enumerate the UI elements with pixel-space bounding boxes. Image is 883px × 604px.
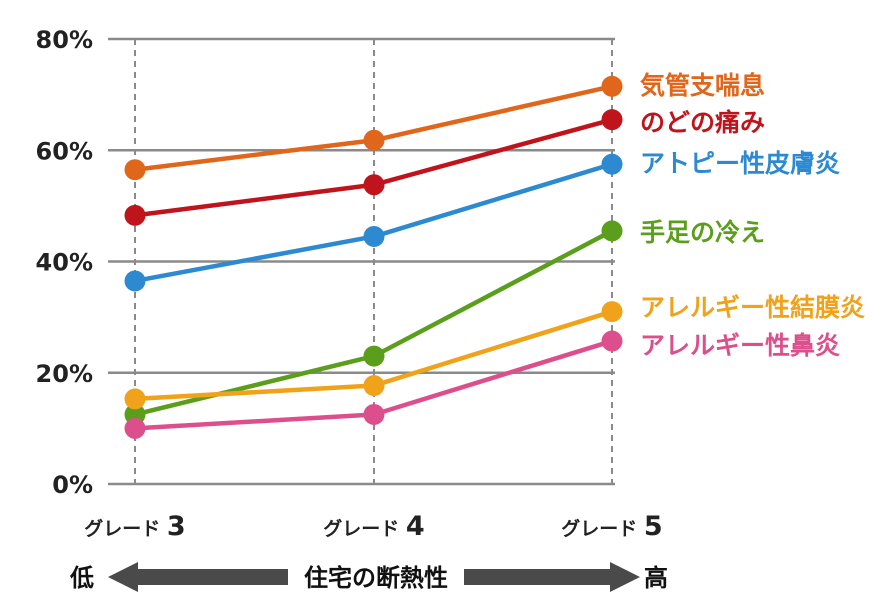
series-label: のどの痛み (640, 108, 765, 137)
series-label: アレルギー性結膜炎 (640, 293, 865, 322)
data-point (601, 109, 623, 131)
y-tick-label: 0% (52, 471, 93, 499)
series-label: アレルギー性鼻炎 (640, 331, 840, 360)
series-label: 気管支喘息 (640, 71, 765, 100)
y-axis: 0% 20% 40% 60% 80% (36, 26, 93, 499)
series-label: アトピー性皮膚炎 (640, 149, 840, 178)
grid-layer (108, 37, 615, 486)
data-point (363, 174, 385, 196)
x-axis-title: 住宅の断熱性 (304, 564, 448, 592)
series-1 (124, 75, 623, 181)
data-point (124, 417, 146, 439)
series-2 (124, 109, 623, 226)
x-high-label: 高 (644, 564, 668, 592)
data-point (124, 204, 146, 226)
series-3 (124, 153, 623, 292)
x-axis-arrow: 低 住宅の断熱性 高 (69, 562, 668, 592)
data-point (124, 270, 146, 292)
x-tick-label: グレード 5 (561, 511, 662, 542)
data-point (363, 375, 385, 397)
data-point (601, 330, 623, 352)
series-layer (124, 75, 623, 439)
data-point (363, 403, 385, 425)
x-tick-label: グレード 4 (323, 511, 424, 542)
x-low-label: 低 (69, 564, 94, 592)
series-5 (124, 301, 623, 410)
right-arrow-icon (464, 562, 640, 592)
y-tick-label: 60% (36, 137, 93, 165)
y-tick-label: 20% (36, 360, 93, 388)
data-point (363, 129, 385, 151)
series-label: 手足の冷え (640, 218, 765, 247)
data-point (363, 225, 385, 247)
data-point (601, 75, 623, 97)
x-tick-label: グレード 3 (84, 511, 185, 542)
data-point (124, 159, 146, 181)
data-point (601, 153, 623, 175)
series-6 (124, 330, 623, 439)
data-point (363, 345, 385, 367)
data-point (124, 388, 146, 410)
left-arrow-icon (108, 562, 288, 592)
y-tick-label: 80% (36, 26, 93, 54)
data-point (601, 301, 623, 323)
y-tick-label: 40% (36, 249, 93, 277)
data-point (601, 220, 623, 242)
x-axis: グレード 3 グレード 4 グレード 5 (84, 511, 662, 542)
